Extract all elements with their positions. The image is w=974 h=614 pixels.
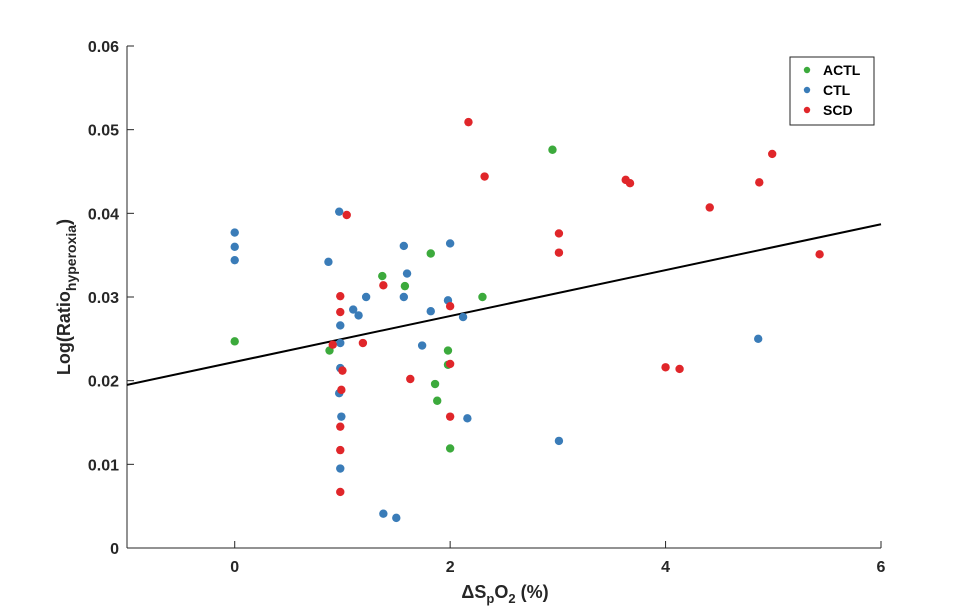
data-point-ctl [458, 312, 468, 322]
legend-marker-ctl [803, 86, 811, 94]
data-point-actl [230, 337, 239, 346]
x-axis-label-sub-p: p [486, 591, 494, 606]
data-point-scd [337, 385, 346, 395]
y-tick-label: 0 [110, 541, 119, 558]
legend-marker-scd [803, 106, 811, 114]
y-axis-label-close: ) [54, 219, 74, 225]
data-point-scd [338, 366, 347, 375]
y-tick-label: 0.01 [88, 457, 119, 474]
data-point-ctl [230, 242, 239, 251]
y-tick-label: 0.02 [88, 374, 119, 391]
legend-label-ctl: CTL [823, 82, 851, 98]
data-point-ctl [754, 334, 763, 344]
data-point-scd [755, 178, 764, 187]
series-actl [230, 145, 557, 453]
data-point-ctl [554, 436, 564, 446]
data-point-scd [445, 412, 455, 421]
x-tick-label: 0 [230, 559, 239, 576]
data-point-scd [554, 248, 564, 257]
axes: 0 2 4 6 0 0.01 0.02 0.03 0.04 0.05 0.06 [88, 39, 886, 576]
data-point-actl [430, 379, 440, 389]
data-point-ctl [354, 311, 363, 320]
data-point-ctl [402, 269, 412, 278]
series-ctl [230, 207, 763, 523]
x-tick-label: 6 [877, 559, 886, 576]
x-axis-label: ΔSpO2 (%) [461, 582, 548, 606]
data-point-ctl [379, 509, 388, 518]
x-axis-label-delta: ΔS [461, 582, 486, 602]
legend: ACTL CTL SCD [789, 56, 875, 126]
x-axis-label-o: O [494, 582, 508, 602]
data-point-scd [554, 229, 564, 238]
data-point-actl [433, 396, 442, 405]
data-point-actl [443, 346, 453, 355]
data-point-scd [480, 172, 489, 181]
legend-label-scd: SCD [823, 102, 853, 118]
data-point-actl [378, 271, 387, 281]
data-point-ctl [324, 257, 333, 267]
data-point-ctl [230, 228, 239, 237]
data-point-scd [661, 363, 670, 372]
data-point-scd [379, 281, 388, 290]
y-tick-label: 0.04 [88, 206, 119, 223]
data-point-scd [768, 149, 777, 159]
regression-line [126, 223, 882, 386]
data-point-scd [625, 179, 635, 188]
data-point-actl [548, 145, 557, 154]
y-tick-label: 0.06 [88, 39, 119, 56]
x-tick-label: 2 [446, 559, 455, 576]
y-tick-label: 0.03 [88, 290, 119, 307]
y-axis-label-sub: hyperoxia [63, 225, 79, 291]
data-point-ctl [336, 321, 345, 330]
x-axis-label-unit: (%) [516, 582, 549, 602]
data-point-scd [815, 250, 824, 259]
data-point-ctl [336, 464, 345, 473]
legend-marker-actl [803, 66, 811, 74]
data-point-actl [400, 281, 410, 291]
data-point-ctl [230, 255, 239, 265]
data-point-scd [336, 487, 345, 497]
y-axis-label-main: Log(Ratio [54, 291, 74, 375]
data-point-ctl [399, 292, 409, 302]
y-tick-label: 0.05 [88, 123, 119, 140]
data-point-scd [336, 422, 345, 431]
y-axis-label: Log(Ratiohyperoxia) [54, 219, 79, 375]
data-point-scd [336, 291, 345, 301]
data-point-ctl [349, 305, 358, 314]
data-point-ctl [463, 414, 472, 423]
data-point-ctl [334, 207, 344, 216]
data-point-scd [464, 117, 473, 127]
data-point-scd [705, 203, 714, 212]
regression-line-group [126, 223, 882, 386]
legend-label-actl: ACTL [823, 62, 861, 78]
series-scd [328, 117, 824, 497]
data-point-ctl [426, 307, 435, 316]
data-point-ctl [392, 513, 401, 523]
data-point-scd [342, 210, 351, 220]
data-point-actl [426, 249, 435, 258]
data-point-scd [406, 374, 415, 384]
data-point-actl [445, 444, 455, 453]
data-point-scd [445, 302, 455, 311]
data-point-scd [358, 338, 368, 348]
svg-text:ΔSpO2 (%): ΔSpO2 (%) [461, 582, 548, 606]
data-point-actl [478, 292, 487, 302]
data-point-scd [336, 307, 345, 317]
data-point-scd [445, 359, 455, 369]
data-point-ctl [337, 412, 346, 421]
data-point-scd [675, 364, 684, 374]
data-point-ctl [445, 239, 455, 248]
data-point-scd [336, 445, 345, 455]
data-point-scd [328, 340, 337, 349]
x-axis-label-sub-2: 2 [508, 591, 515, 606]
data-point-ctl [361, 292, 371, 302]
data-point-ctl [336, 338, 345, 348]
data-point-ctl [417, 341, 427, 350]
data-points [230, 117, 824, 523]
data-point-ctl [399, 241, 409, 251]
x-tick-label: 4 [661, 559, 670, 576]
svg-text:Log(Ratiohyperoxia): Log(Ratiohyperoxia) [54, 219, 79, 375]
